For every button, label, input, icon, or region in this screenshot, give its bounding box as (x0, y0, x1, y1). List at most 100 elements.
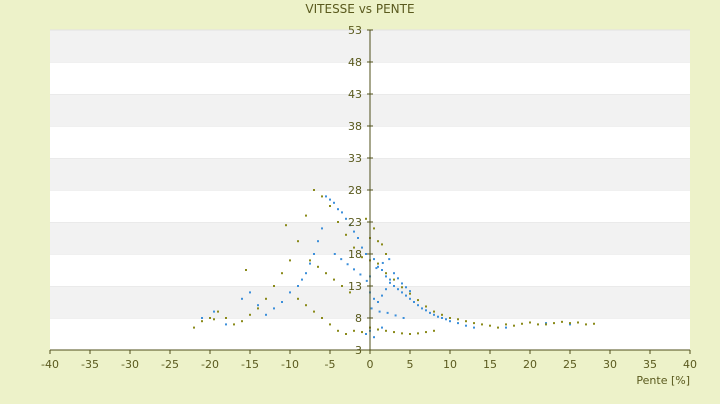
data-point (329, 205, 331, 207)
x-tick-label: 15 (483, 358, 497, 371)
x-tick-label: 35 (643, 358, 657, 371)
data-point (361, 256, 363, 259)
data-point (465, 320, 467, 323)
data-point (349, 291, 351, 294)
data-point (341, 211, 343, 214)
data-point (505, 323, 507, 326)
y-tick-label: 48 (348, 56, 362, 69)
data-point (365, 333, 367, 335)
y-tick-label: 18 (348, 248, 362, 261)
data-point (425, 305, 427, 308)
data-point (225, 323, 227, 326)
data-point (365, 217, 367, 220)
data-point (353, 329, 355, 332)
data-point (313, 310, 315, 313)
data-point (265, 297, 267, 300)
data-point (233, 323, 235, 326)
data-point (394, 314, 397, 317)
data-point (321, 195, 323, 198)
data-point (317, 265, 319, 268)
data-point (401, 286, 403, 289)
data-point (385, 329, 387, 332)
data-point (505, 326, 507, 329)
data-point (457, 322, 459, 325)
data-point (473, 322, 475, 325)
data-point (569, 322, 571, 325)
data-point (345, 333, 347, 335)
data-point (313, 253, 315, 255)
data-point (245, 269, 247, 271)
y-tick-label: 33 (348, 152, 362, 165)
data-point (445, 318, 447, 321)
data-point (361, 331, 363, 334)
data-point (377, 301, 379, 303)
data-point (357, 237, 359, 239)
data-point (241, 297, 243, 300)
data-point (353, 268, 355, 271)
data-point (553, 322, 555, 325)
data-point (381, 294, 383, 297)
data-point (341, 285, 343, 287)
y-tick-label: 23 (348, 216, 362, 229)
data-point (329, 198, 331, 201)
data-point (265, 313, 267, 316)
x-tick-label: -30 (121, 358, 139, 371)
data-point (353, 230, 355, 233)
y-tick-label: 38 (348, 120, 362, 133)
data-point (213, 318, 215, 321)
data-point (425, 309, 427, 312)
data-point (393, 278, 395, 281)
data-point (257, 307, 259, 310)
data-point (249, 291, 251, 294)
data-point (273, 285, 275, 287)
data-point (321, 317, 323, 319)
data-point (281, 272, 283, 275)
data-point (545, 322, 547, 325)
data-point (313, 189, 315, 191)
data-point (373, 258, 375, 261)
data-point (425, 331, 427, 334)
data-point (385, 275, 387, 278)
data-point (345, 217, 347, 220)
data-point (297, 297, 299, 300)
x-axis-label: Pente [%] (636, 374, 690, 387)
data-point (309, 262, 311, 265)
data-point (209, 317, 211, 319)
y-tick-label: 43 (348, 88, 362, 101)
x-tick-label: 25 (563, 358, 577, 371)
data-point (473, 326, 475, 329)
data-point (377, 240, 379, 243)
data-point (333, 253, 336, 255)
data-point (585, 323, 587, 326)
y-tick-label: 28 (348, 184, 362, 197)
x-tick-label: -5 (325, 358, 336, 371)
data-point (213, 310, 215, 313)
data-point (345, 233, 347, 236)
data-point (249, 313, 251, 316)
data-point (409, 333, 411, 335)
data-point (437, 315, 439, 318)
data-point (593, 322, 595, 325)
data-point (401, 291, 403, 294)
data-point (497, 326, 499, 329)
data-point (545, 323, 547, 326)
data-point (393, 331, 395, 334)
data-point (378, 310, 381, 313)
data-point (321, 227, 323, 230)
data-point (373, 297, 375, 300)
data-point (365, 253, 367, 255)
y-tick-label: 53 (348, 24, 362, 37)
data-point (289, 291, 291, 294)
data-point (325, 195, 327, 198)
data-point (405, 286, 407, 289)
tick-labels: -40 -35 -30 -25 -20 -15 -10 -5 0 5 10 15 20 25 30 35 40 3… (41, 24, 697, 371)
data-point (389, 278, 391, 281)
data-point (417, 332, 419, 335)
data-point (401, 332, 403, 335)
data-point (373, 227, 375, 230)
data-point (309, 259, 311, 262)
data-point (297, 285, 299, 287)
data-point (317, 240, 319, 243)
data-point (201, 317, 203, 319)
